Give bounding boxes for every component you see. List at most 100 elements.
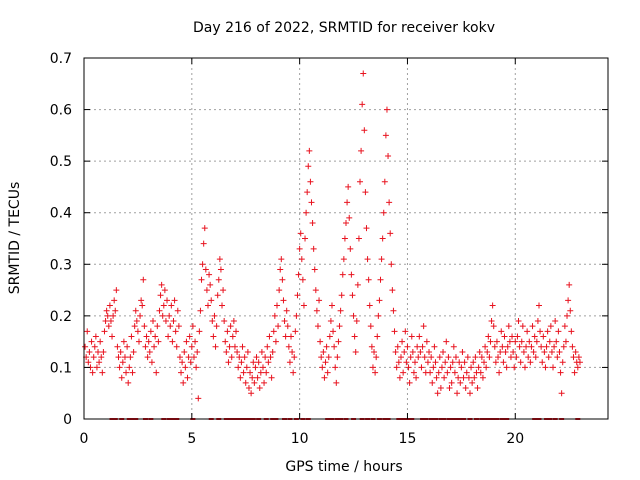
data-point bbox=[532, 354, 539, 361]
data-point bbox=[557, 369, 564, 376]
data-point bbox=[253, 354, 260, 361]
data-point bbox=[428, 354, 435, 361]
data-point bbox=[431, 343, 438, 350]
data-point bbox=[493, 338, 500, 345]
data-point bbox=[555, 328, 562, 335]
data-point bbox=[478, 354, 485, 361]
data-point bbox=[106, 302, 113, 309]
data-point bbox=[506, 338, 513, 345]
grid-layer bbox=[84, 58, 608, 419]
x-tick-label: 5 bbox=[187, 431, 196, 447]
data-point bbox=[156, 307, 163, 314]
data-point bbox=[354, 281, 361, 288]
data-point bbox=[214, 292, 221, 299]
data-point bbox=[444, 369, 451, 376]
data-point bbox=[383, 106, 390, 113]
data-point bbox=[236, 354, 243, 361]
data-point bbox=[266, 333, 273, 340]
data-point bbox=[545, 354, 552, 361]
data-point bbox=[562, 338, 569, 345]
data-point bbox=[144, 354, 151, 361]
data-point bbox=[286, 359, 293, 366]
data-point bbox=[375, 312, 382, 319]
data-point bbox=[438, 364, 445, 371]
data-point bbox=[540, 333, 547, 340]
data-point bbox=[397, 354, 404, 361]
data-point bbox=[318, 354, 325, 361]
data-point bbox=[395, 359, 402, 366]
data-point bbox=[511, 364, 518, 371]
data-point bbox=[376, 297, 383, 304]
data-point bbox=[124, 343, 131, 350]
data-point bbox=[153, 369, 160, 376]
data-point bbox=[277, 266, 284, 273]
data-point bbox=[217, 266, 224, 273]
data-point bbox=[468, 364, 475, 371]
data-point bbox=[207, 281, 214, 288]
data-point bbox=[115, 354, 122, 361]
data-point bbox=[119, 359, 126, 366]
data-point bbox=[102, 318, 109, 325]
data-point bbox=[516, 343, 523, 350]
data-point bbox=[154, 323, 161, 330]
data-point bbox=[167, 323, 174, 330]
data-point bbox=[304, 189, 311, 196]
data-point bbox=[484, 348, 491, 355]
data-point bbox=[126, 364, 133, 371]
data-point bbox=[527, 359, 534, 366]
data-point bbox=[235, 364, 242, 371]
data-point bbox=[338, 292, 345, 299]
data-point bbox=[369, 364, 376, 371]
data-point bbox=[349, 292, 356, 299]
data-point bbox=[343, 220, 349, 227]
data-point bbox=[371, 348, 378, 355]
data-point bbox=[476, 348, 483, 355]
data-point bbox=[293, 312, 300, 319]
data-point bbox=[483, 364, 490, 371]
data-point bbox=[320, 348, 327, 355]
data-point bbox=[393, 364, 400, 371]
data-point bbox=[225, 359, 232, 366]
data-point bbox=[526, 338, 533, 345]
data-point bbox=[84, 328, 91, 335]
y-tick-label: 0.2 bbox=[50, 309, 72, 325]
data-point bbox=[263, 369, 270, 376]
data-point bbox=[285, 343, 292, 350]
data-point bbox=[145, 338, 152, 345]
data-point bbox=[396, 374, 403, 381]
data-point bbox=[491, 343, 498, 350]
data-point bbox=[273, 302, 280, 309]
data-point bbox=[559, 359, 566, 366]
data-point bbox=[403, 359, 410, 366]
data-point bbox=[276, 287, 283, 294]
data-point bbox=[117, 348, 124, 355]
data-point bbox=[292, 328, 299, 335]
data-point bbox=[175, 323, 182, 330]
data-point bbox=[535, 302, 542, 309]
data-point bbox=[353, 318, 360, 325]
data-point bbox=[169, 338, 176, 345]
data-point bbox=[147, 328, 154, 335]
data-point bbox=[385, 152, 392, 159]
data-point bbox=[571, 369, 578, 376]
data-point bbox=[560, 343, 567, 350]
data-point bbox=[176, 354, 183, 361]
data-point bbox=[512, 338, 519, 345]
data-point bbox=[186, 333, 193, 340]
data-point bbox=[157, 292, 164, 299]
data-point bbox=[414, 343, 421, 350]
data-point bbox=[420, 323, 427, 330]
data-point bbox=[509, 333, 516, 340]
data-point bbox=[541, 348, 548, 355]
data-point bbox=[289, 348, 296, 355]
y-tick-label: 0.5 bbox=[50, 154, 72, 170]
data-point bbox=[452, 354, 459, 361]
data-point bbox=[496, 369, 503, 376]
data-point bbox=[248, 390, 255, 397]
data-point bbox=[110, 312, 117, 319]
data-point bbox=[220, 287, 227, 294]
data-point bbox=[90, 354, 97, 361]
data-point bbox=[192, 338, 199, 345]
data-point bbox=[231, 343, 238, 350]
data-point bbox=[86, 348, 93, 355]
